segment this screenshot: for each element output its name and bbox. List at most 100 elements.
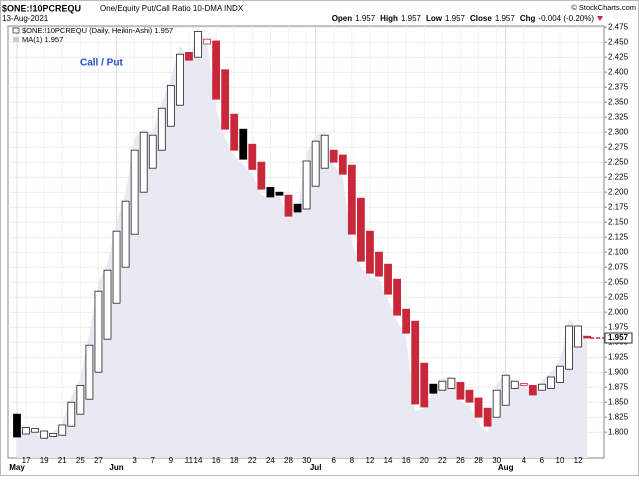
legend-entry: MA(1) 1.957 — [22, 35, 63, 44]
quote-value: 1.957 — [401, 14, 422, 23]
candle-body — [402, 308, 411, 334]
x-tick-label: 6 — [332, 456, 337, 465]
candle-body — [230, 113, 239, 151]
candle-body — [519, 383, 528, 386]
quote-label: High — [380, 14, 398, 23]
y-tick-label: 2.025 — [608, 292, 629, 301]
x-tick-label: May — [9, 463, 25, 472]
candle-body — [22, 426, 30, 435]
x-tick-label: 9 — [169, 456, 174, 465]
candle-body — [384, 263, 392, 295]
y-tick-label: 1.975 — [608, 322, 629, 331]
candle-layer — [13, 30, 592, 439]
x-tick-label: 22 — [438, 456, 447, 465]
y-tick-label: 2.050 — [608, 277, 629, 286]
candle-body — [302, 160, 311, 210]
candle-body — [565, 325, 573, 370]
candle-body — [94, 290, 103, 373]
y-tick-label: 2.225 — [608, 172, 629, 181]
candle-body — [130, 149, 139, 235]
candle-body — [311, 140, 320, 187]
x-tick-label: 16 — [402, 456, 411, 465]
candle-body — [166, 85, 175, 127]
x-tick-label: 7 — [151, 456, 156, 465]
y-tick-label: 2.125 — [608, 232, 629, 241]
x-tick-label: 21 — [58, 456, 67, 465]
candle-body — [583, 335, 592, 339]
y-tick-label: 2.150 — [608, 217, 629, 226]
candle-body — [185, 52, 193, 61]
watermark: © StockCharts.com — [571, 3, 636, 12]
chart-date: 13-Aug-2021 — [2, 14, 49, 23]
legend-icon — [12, 27, 20, 34]
candle-body — [447, 377, 456, 389]
x-tick-label: 4 — [522, 456, 527, 465]
x-tick-label: 8 — [350, 456, 355, 465]
x-tick-label: 14 — [384, 456, 393, 465]
x-tick-label: 11 — [185, 456, 194, 465]
y-tick-label: 2.075 — [608, 262, 629, 271]
x-tick-label: 30 — [492, 456, 501, 465]
x-tick-label: 30 — [302, 456, 311, 465]
candle-body — [212, 40, 221, 100]
candle-body — [157, 107, 166, 151]
y-tick-label: 2.200 — [608, 187, 629, 196]
y-tick-label: 1.850 — [608, 397, 629, 406]
x-tick-label: 25 — [76, 456, 85, 465]
candle-body — [275, 191, 284, 196]
candle-body — [420, 362, 429, 408]
candle-body — [103, 269, 112, 340]
candle-body — [139, 131, 148, 193]
candle-body — [347, 164, 356, 235]
quote-value: 1.957 — [445, 14, 466, 23]
x-tick-label: 22 — [248, 456, 257, 465]
candle-body — [112, 230, 121, 304]
y-tick-label: 1.925 — [608, 352, 629, 361]
y-tick-label: 2.100 — [608, 247, 629, 256]
candle-body — [338, 154, 347, 175]
candle-body — [257, 161, 266, 190]
change-arrow — [597, 16, 603, 21]
x-tick-label: 20 — [420, 456, 429, 465]
candle-body — [49, 432, 58, 437]
x-tick-label: Aug — [498, 463, 514, 472]
x-tick-label: 17 — [22, 456, 31, 465]
y-tick-label: 2.425 — [608, 52, 629, 61]
x-tick-label: 24 — [266, 456, 275, 465]
candle-body — [248, 143, 257, 170]
y-tick-label: 2.175 — [608, 202, 629, 211]
candle-body — [438, 380, 447, 391]
legend-icon — [13, 37, 19, 42]
candle-body — [148, 134, 157, 169]
x-tick-label: 10 — [556, 456, 565, 465]
candle-body — [266, 186, 275, 198]
candle-body — [474, 397, 483, 418]
candle-body — [393, 278, 402, 316]
x-tick-label: 6 — [540, 456, 545, 465]
y-tick-label: 1.875 — [608, 382, 629, 391]
chart-subtitle: One/Equity Put/Call Ratio 10-DMA INDX — [100, 4, 244, 13]
candle-body — [284, 194, 293, 217]
candle-body — [556, 365, 564, 383]
y-tick-label: 2.300 — [608, 127, 629, 136]
candle-body — [221, 69, 230, 130]
candle-body — [329, 149, 338, 163]
candle-body — [375, 251, 383, 277]
last-value-box — [604, 332, 633, 344]
y-tick-label: 2.275 — [608, 142, 629, 151]
last-value-label: 1.957 — [608, 333, 629, 342]
x-tick-label: 18 — [230, 456, 239, 465]
quote-value: -0.004 (-0.20%) — [538, 14, 594, 23]
candle-body — [40, 430, 49, 439]
x-tick-label: 14 — [194, 456, 203, 465]
y-tick-label: 2.450 — [608, 37, 629, 46]
x-tick-label: 19 — [40, 456, 49, 465]
y-tick-label: 2.375 — [608, 82, 629, 91]
candle-body — [465, 389, 474, 403]
candle-body — [31, 428, 40, 433]
y-tick-label: 1.800 — [608, 427, 629, 436]
legend-entry: $ONE:!10PCREQU (Daily, Heikin-Ashi) 1.95… — [22, 26, 173, 35]
candle-body — [85, 344, 94, 400]
quote-label: Low — [426, 14, 443, 23]
